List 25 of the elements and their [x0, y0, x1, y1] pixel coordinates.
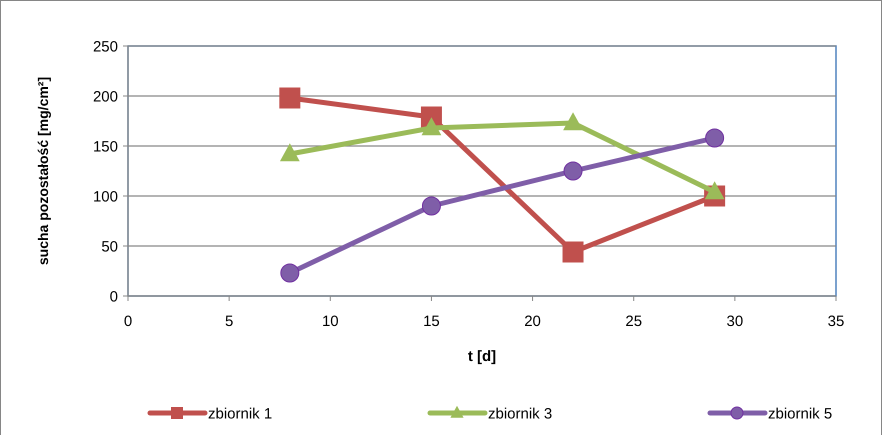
x-axis-title: t [d] — [468, 348, 496, 365]
x-tick-label: 10 — [322, 313, 339, 330]
y-tick-label: 100 — [92, 188, 118, 206]
x-tick-label: 0 — [124, 313, 132, 330]
point — [279, 88, 300, 108]
y-tick-label: 250 — [92, 38, 118, 56]
x-tick-label: 15 — [423, 313, 440, 330]
y-tick-label: 150 — [92, 138, 118, 156]
x-tick-label: 20 — [524, 313, 541, 330]
point — [705, 128, 724, 148]
point — [422, 196, 441, 216]
y-axis-title: sucha pozostałość [mg/cm²] — [35, 76, 51, 266]
legend-label: zbiornik 1 — [208, 405, 272, 422]
y-tick-label: 200 — [92, 88, 118, 106]
x-tick-label: 30 — [726, 313, 744, 330]
x-tick-label: 5 — [224, 313, 234, 330]
y-tick-label: 50 — [101, 238, 118, 256]
x-tick-label: 35 — [828, 313, 844, 330]
x-tick-label: 25 — [625, 313, 642, 330]
point — [562, 242, 584, 262]
point — [564, 162, 583, 180]
legend-label: zbiornik 3 — [488, 405, 552, 422]
y-tick-label: 0 — [110, 288, 118, 306]
legend-label: zbiornik 5 — [768, 405, 832, 422]
point — [280, 264, 300, 282]
